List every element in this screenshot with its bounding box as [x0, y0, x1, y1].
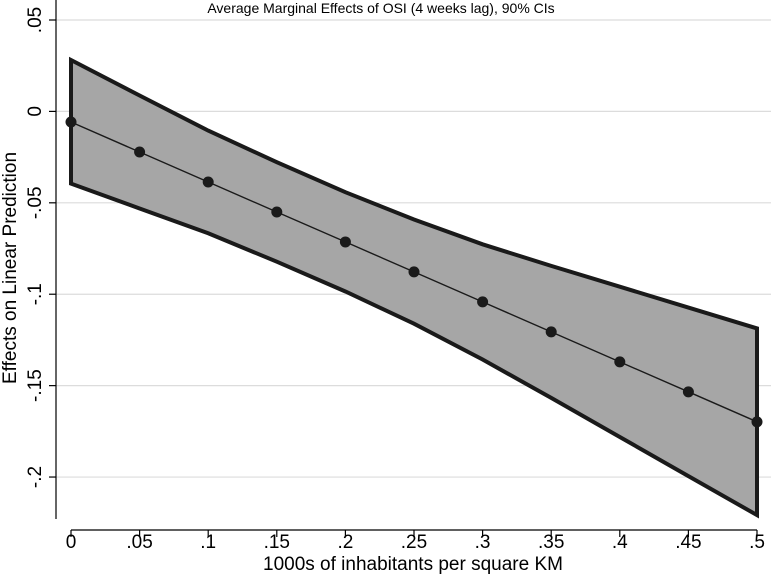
data-point-10 — [751, 416, 763, 428]
marker-layer — [65, 116, 763, 428]
data-point-7 — [545, 326, 557, 338]
x-tick-label-3: .15 — [264, 532, 290, 553]
x-tick-label-2: .1 — [200, 532, 216, 553]
data-point-9 — [682, 386, 694, 398]
ci-band — [69, 56, 759, 519]
y-tick-label-3: -.1 — [25, 283, 46, 305]
data-point-0 — [65, 116, 77, 128]
data-point-8 — [614, 356, 626, 368]
x-tick-label-9: .45 — [675, 532, 701, 553]
x-tick-label-0: 0 — [66, 532, 77, 553]
x-tick-label-5: .25 — [401, 532, 427, 553]
y-tick-label-2: -.05 — [25, 186, 46, 219]
ci-band-layer — [69, 56, 759, 519]
x-tick-label-8: .4 — [612, 532, 628, 553]
chart-title: Average Marginal Effects of OSI (4 weeks… — [207, 0, 554, 16]
x-axis-title: 1000s of inhabitants per square KM — [263, 554, 563, 575]
y-tick-label-0: .05 — [25, 7, 46, 33]
y-tick-label-5: -.2 — [25, 466, 46, 488]
data-point-3 — [271, 206, 283, 218]
data-point-5 — [408, 266, 420, 278]
y-axis-title: Effects on Linear Prediction — [0, 152, 21, 384]
x-tick-label-4: .2 — [337, 532, 353, 553]
x-tick-label-1: .05 — [126, 532, 152, 553]
x-tick-label-7: .35 — [538, 532, 564, 553]
tick-label-layer: .05 0 -.05 -.1 -.15 -.2 0 .05 .1 .15 .2 .25 .3 .35 .4.… — [25, 7, 765, 553]
data-point-1 — [134, 146, 146, 158]
y-tick-label-4: -.15 — [25, 369, 46, 402]
x-tick-label-10: .5 — [749, 532, 765, 553]
data-point-6 — [477, 296, 489, 308]
data-point-4 — [339, 236, 351, 248]
x-tick-label-6: .3 — [475, 532, 491, 553]
y-tick-label-1: 0 — [25, 106, 46, 117]
axes-layer — [49, 0, 758, 537]
data-point-2 — [202, 176, 214, 188]
